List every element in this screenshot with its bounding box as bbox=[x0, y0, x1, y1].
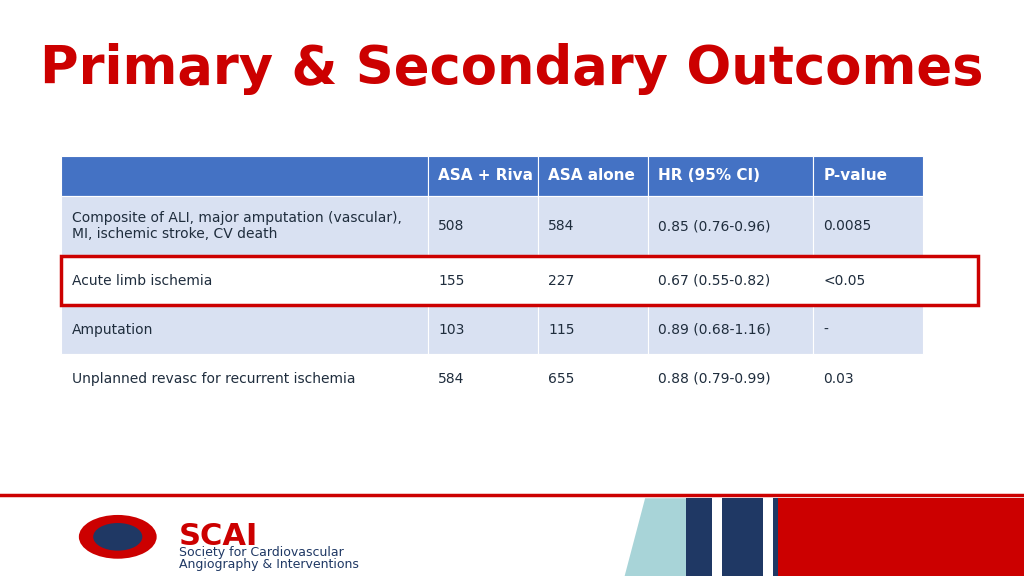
Bar bbox=[428, 156, 538, 196]
Text: 584: 584 bbox=[438, 372, 465, 386]
Bar bbox=[61, 354, 428, 403]
Text: 0.89 (0.68-1.16): 0.89 (0.68-1.16) bbox=[658, 323, 771, 337]
Text: 155: 155 bbox=[438, 274, 465, 288]
Bar bbox=[648, 256, 813, 305]
Text: 103: 103 bbox=[438, 323, 465, 337]
Text: Composite of ALI, major amputation (vascular),
MI, ischemic stroke, CV death: Composite of ALI, major amputation (vasc… bbox=[72, 211, 401, 241]
Bar bbox=[61, 196, 428, 256]
Bar bbox=[648, 196, 813, 256]
Bar bbox=[61, 256, 428, 305]
Bar bbox=[61, 305, 428, 354]
Text: Acute limb ischemia: Acute limb ischemia bbox=[72, 274, 212, 288]
Bar bbox=[813, 305, 923, 354]
Text: 227: 227 bbox=[548, 274, 574, 288]
Text: 0.03: 0.03 bbox=[823, 372, 854, 386]
Bar bbox=[648, 156, 813, 196]
Bar bbox=[648, 354, 813, 403]
Text: 0.85 (0.76-0.96): 0.85 (0.76-0.96) bbox=[658, 219, 771, 233]
Text: HR (95% CI): HR (95% CI) bbox=[658, 168, 760, 183]
Bar bbox=[538, 156, 648, 196]
Bar bbox=[813, 256, 923, 305]
Text: 0.0085: 0.0085 bbox=[823, 219, 871, 233]
Bar bbox=[538, 256, 648, 305]
Polygon shape bbox=[763, 498, 773, 576]
Bar bbox=[538, 196, 648, 256]
Text: Primary & Secondary Outcomes: Primary & Secondary Outcomes bbox=[40, 43, 984, 95]
Bar bbox=[813, 196, 923, 256]
Bar bbox=[648, 305, 813, 354]
Circle shape bbox=[79, 515, 157, 559]
Text: SCAI: SCAI bbox=[179, 522, 259, 551]
Text: 0.88 (0.79-0.99): 0.88 (0.79-0.99) bbox=[658, 372, 771, 386]
Polygon shape bbox=[717, 498, 1024, 576]
Bar bbox=[428, 196, 538, 256]
Text: Unplanned revasc for recurrent ischemia: Unplanned revasc for recurrent ischemia bbox=[72, 372, 355, 386]
Text: Society for Cardiovascular: Society for Cardiovascular bbox=[179, 547, 344, 559]
Text: P-value: P-value bbox=[823, 168, 887, 183]
Bar bbox=[428, 256, 538, 305]
Bar bbox=[813, 354, 923, 403]
Bar bbox=[813, 156, 923, 196]
Polygon shape bbox=[686, 498, 778, 576]
Bar bbox=[61, 156, 428, 196]
Text: -: - bbox=[823, 323, 828, 337]
Text: 508: 508 bbox=[438, 219, 465, 233]
Bar bbox=[538, 305, 648, 354]
Text: 0.67 (0.55-0.82): 0.67 (0.55-0.82) bbox=[658, 274, 770, 288]
Bar bbox=[428, 305, 538, 354]
Text: ASA + Riva: ASA + Riva bbox=[438, 168, 534, 183]
Text: <0.05: <0.05 bbox=[823, 274, 865, 288]
Bar bbox=[428, 354, 538, 403]
Polygon shape bbox=[625, 498, 758, 576]
Text: ASA alone: ASA alone bbox=[548, 168, 635, 183]
Text: 115: 115 bbox=[548, 323, 574, 337]
Text: 655: 655 bbox=[548, 372, 574, 386]
Bar bbox=[538, 354, 648, 403]
Text: Amputation: Amputation bbox=[72, 323, 153, 337]
Bar bbox=[61, 256, 978, 305]
Polygon shape bbox=[712, 498, 722, 576]
Circle shape bbox=[93, 523, 142, 551]
Text: 584: 584 bbox=[548, 219, 574, 233]
Text: Angiography & Interventions: Angiography & Interventions bbox=[179, 558, 359, 571]
